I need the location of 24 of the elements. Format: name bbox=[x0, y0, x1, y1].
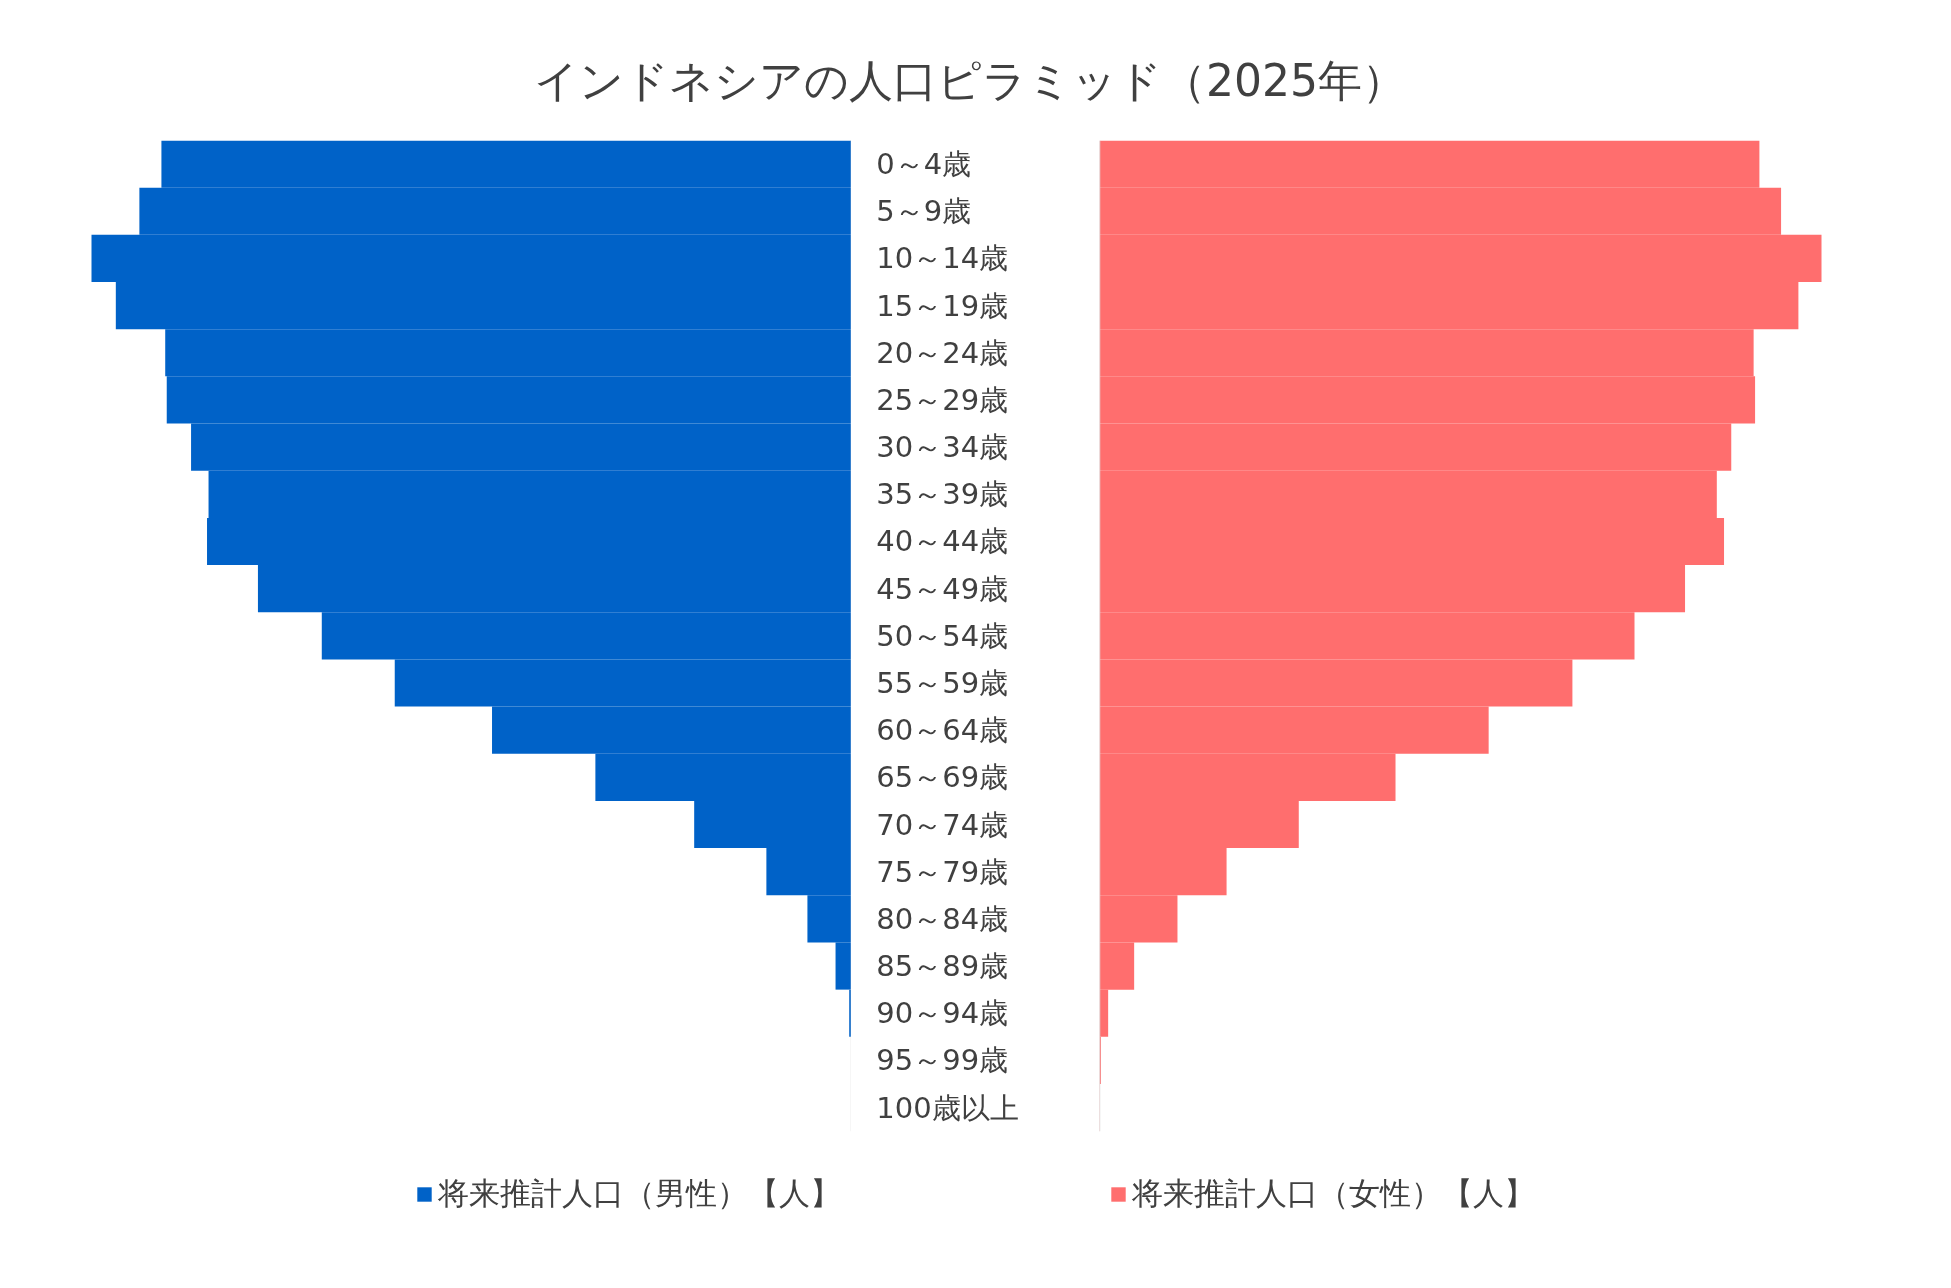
legend-label: 将来推計人口（男性）【人】 bbox=[438, 1174, 841, 1213]
y-tick-label: 90～94歳 bbox=[876, 996, 1009, 1031]
legend-label: 将来推計人口（女性）【人】 bbox=[1132, 1174, 1535, 1213]
y-tick-label: 25～29歳 bbox=[876, 382, 1009, 417]
y-tick-label: 70～74歳 bbox=[876, 807, 1009, 842]
y-tick-label: 35～39歳 bbox=[876, 477, 1009, 512]
y-tick-label: 40～44歳 bbox=[876, 524, 1009, 559]
y-tick-label: 65～69歳 bbox=[876, 760, 1009, 795]
y-tick-label: 55～59歳 bbox=[876, 666, 1009, 700]
y-tick-label: 20～24歳 bbox=[876, 335, 1009, 370]
y-tick-label: 60～64歳 bbox=[876, 713, 1009, 748]
y-tick-label: 45～49歳 bbox=[876, 571, 1009, 606]
y-tick-label: 15～19歳 bbox=[876, 288, 1009, 323]
y-tick-label: 80～84歳 bbox=[876, 901, 1009, 936]
y-tick-label: 85～89歳 bbox=[876, 949, 1009, 984]
y-tick-label: 75～79歳 bbox=[876, 854, 1009, 889]
y-tick-label: 10～14歳 bbox=[876, 241, 1009, 276]
y-tick-label: 50～54歳 bbox=[876, 618, 1009, 653]
y-tick-label: 5～9歳 bbox=[876, 194, 972, 229]
text: インドネシアの人口ピラミッド（2025年） bbox=[534, 54, 1406, 108]
y-tick-label: 95～99歳 bbox=[876, 1043, 1009, 1078]
y-tick-label: 100歳以上 bbox=[876, 1090, 1019, 1125]
y-tick-label: 30～34歳 bbox=[876, 430, 1009, 465]
y-tick-label: 0～4歳 bbox=[876, 147, 972, 182]
